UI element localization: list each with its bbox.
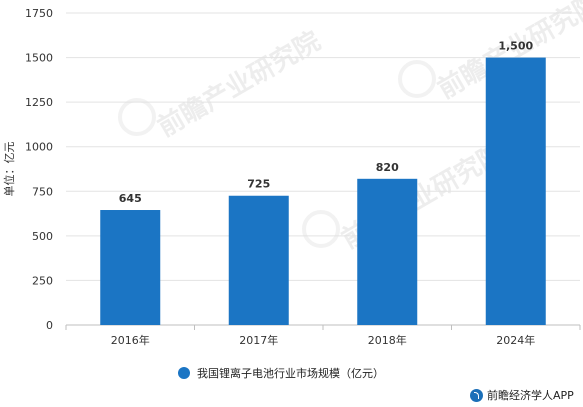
bar-data-label: 1,500 bbox=[498, 40, 533, 53]
legend-marker bbox=[178, 367, 190, 379]
legend-label: 我国锂离子电池行业市场规模（亿元） bbox=[197, 367, 384, 380]
y-tick-label: 750 bbox=[32, 185, 53, 198]
y-axis-title: 单位：亿元 bbox=[2, 142, 16, 197]
bar bbox=[228, 195, 289, 325]
y-tick-label: 1750 bbox=[25, 7, 53, 20]
brand-label: 前瞻经济学人APP bbox=[487, 389, 574, 402]
bar-data-label: 725 bbox=[247, 178, 270, 191]
x-tick-label: 2016年 bbox=[111, 333, 150, 347]
bar bbox=[485, 57, 546, 325]
brand-logo-icon bbox=[470, 388, 483, 402]
bar bbox=[357, 178, 418, 325]
y-tick-label: 1500 bbox=[25, 52, 53, 65]
x-tick-label: 2018年 bbox=[368, 333, 407, 347]
y-tick-label: 0 bbox=[46, 319, 53, 332]
legend: 我国锂离子电池行业市场规模（亿元） bbox=[178, 364, 384, 382]
x-tick-label: 2024年 bbox=[496, 333, 535, 347]
x-tick-label: 2017年 bbox=[239, 333, 278, 347]
bar bbox=[100, 210, 161, 325]
bar-chart: 0 250 500 750 1000 1250 1500 1750 单位：亿元 645 2016年 7… bbox=[2, 7, 581, 347]
y-tick-label: 1000 bbox=[25, 141, 53, 154]
y-tick-label: 500 bbox=[32, 230, 53, 243]
y-tick-label: 250 bbox=[32, 274, 53, 287]
bar-data-label: 820 bbox=[376, 161, 399, 174]
bar-data-label: 645 bbox=[119, 192, 142, 205]
y-tick-label: 1250 bbox=[25, 96, 53, 109]
brand-credit: 前瞻经济学人APP bbox=[470, 386, 574, 404]
